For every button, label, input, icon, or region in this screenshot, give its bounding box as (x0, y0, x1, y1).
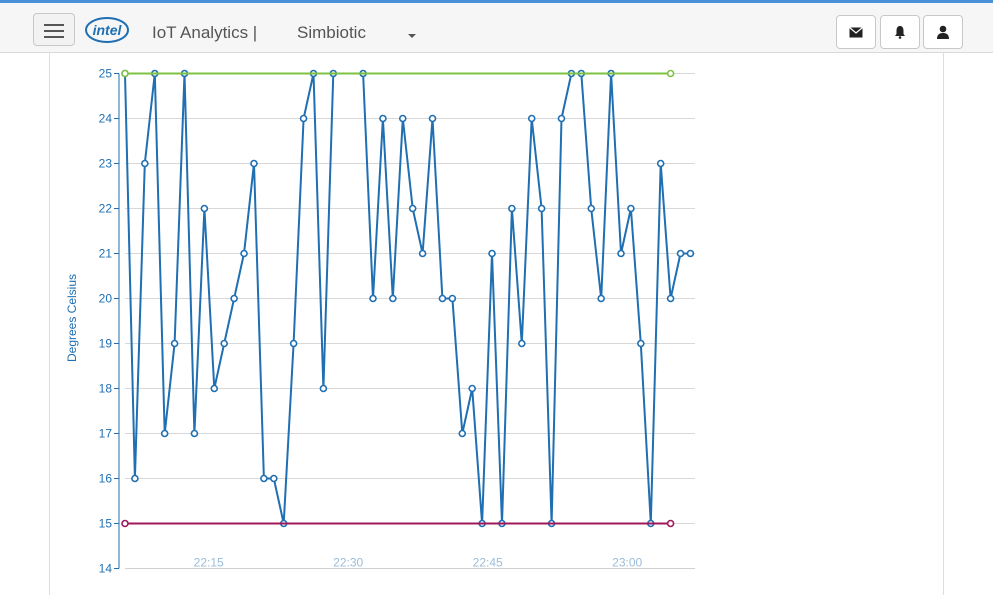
temperature-series-point (389, 294, 397, 303)
temperature-series-point (418, 249, 427, 258)
lower-threshold-series-point (121, 519, 129, 528)
envelope-icon (849, 26, 863, 37)
temperature-series-point (557, 114, 566, 123)
upper-threshold-series-point (666, 69, 675, 78)
y-tick-label: 24 (99, 112, 113, 126)
x-tick-label: 23:00 (612, 556, 642, 570)
temperature-series-point (210, 384, 219, 393)
temperature-series-point (260, 474, 268, 483)
hamburger-menu-icon (44, 24, 64, 26)
temperature-series-point (369, 294, 377, 303)
project-selector[interactable]: Simbiotic (297, 23, 366, 42)
y-tick-label: 20 (99, 292, 113, 306)
temperature-series-point (141, 159, 149, 168)
temperature-series-point (200, 204, 209, 213)
chevron-down-icon[interactable] (408, 34, 416, 38)
temperature-series-point (627, 204, 635, 213)
x-tick-label: 22:30 (333, 556, 363, 570)
temperature-series-point (289, 339, 298, 348)
temperature-series-point (240, 249, 248, 258)
temperature-series-point (230, 294, 238, 303)
hamburger-menu-icon-bar (44, 36, 64, 38)
content-panel-right-border (943, 53, 944, 595)
lower-threshold-series-point (666, 519, 675, 528)
y-tick-label: 15 (99, 517, 113, 531)
temperature-series-line (124, 72, 691, 525)
temperature-series-point (131, 474, 139, 483)
messages-button[interactable] (836, 15, 876, 49)
temperature-series-point (190, 429, 199, 438)
temperature-series-point (398, 114, 407, 123)
user-menu-button[interactable] (923, 15, 963, 49)
y-tick-label: 19 (99, 337, 113, 351)
temperature-series-point (458, 429, 467, 438)
temperature-series-point (617, 249, 625, 258)
temperature-series-point (160, 429, 169, 438)
user-icon (937, 25, 949, 39)
hamburger-menu-button[interactable] (33, 13, 75, 46)
temperature-series-point (488, 249, 496, 258)
temperature-series-point (250, 159, 258, 168)
x-tick-label: 22:15 (194, 556, 224, 570)
bell-icon (895, 26, 905, 39)
temperature-series-point (686, 249, 695, 258)
temperature-series-point (508, 204, 516, 213)
temperature-series-point (656, 159, 665, 168)
temperature-series-point (428, 114, 437, 123)
temperature-series-point (170, 339, 179, 348)
temperature-series-point (379, 114, 387, 123)
temperature-series-point (537, 204, 546, 213)
y-tick-label: 17 (99, 427, 113, 441)
intel-logo[interactable]: intel (84, 15, 130, 45)
temperature-series-point (448, 294, 457, 303)
temperature-series-point (517, 339, 526, 348)
temperature-series-point (597, 294, 605, 303)
temperature-series-point (587, 204, 596, 213)
upper-threshold-series-point (121, 69, 129, 78)
content-panel-left-border (49, 53, 50, 595)
temperature-series-point (666, 294, 675, 303)
temperature-series-point (269, 474, 278, 483)
temperature-series-point (676, 249, 685, 258)
alerts-button[interactable] (880, 15, 920, 49)
top-navbar: intel IoT Analytics | Simbiotic (0, 0, 993, 53)
y-tick-label: 21 (99, 247, 113, 261)
app-title: IoT Analytics | (152, 23, 258, 42)
temperature-series-point (527, 114, 536, 123)
temperature-series-point (637, 339, 645, 348)
y-tick-label: 18 (99, 382, 113, 396)
y-tick-label: 25 (99, 67, 113, 81)
logo-text: intel (93, 22, 123, 38)
temperature-series-point (438, 294, 447, 303)
temperature-series-point (220, 339, 228, 348)
temperature-series-point (319, 384, 328, 393)
y-tick-label: 14 (99, 562, 113, 576)
temperature-series-point (408, 204, 417, 213)
y-tick-label: 23 (99, 157, 113, 171)
hamburger-menu-icon-bar (44, 30, 64, 32)
x-tick-label: 22:45 (473, 556, 503, 570)
temperature-series-point (299, 114, 308, 123)
temperature-series-point (468, 384, 477, 393)
y-tick-label: 16 (99, 472, 113, 486)
y-tick-label: 22 (99, 202, 113, 216)
